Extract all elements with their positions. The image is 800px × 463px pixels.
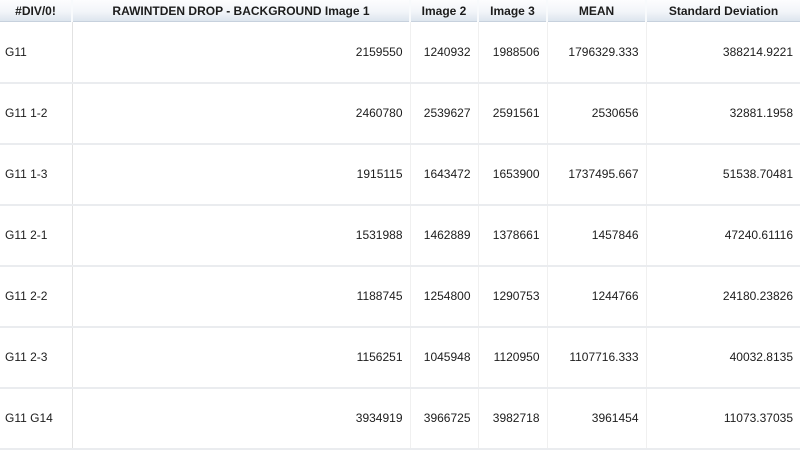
cell-stddev-value: 47240.61116 [724,228,793,242]
cell-mean-value: 1737495.667 [547,143,647,205]
cell-stddev-value: 51538.70481 [722,167,793,181]
cell-image1-value: 3934919 [72,387,411,449]
row-label: G11 G14 [0,387,73,449]
cell-image1-value: 1915115 [72,143,411,205]
cell-image1-value: 1531988 [72,204,411,266]
cell-mean-value: 2530656 [547,82,647,144]
table-row[interactable]: G11 2-1 1531988 1462889 1378661 1457846 … [0,204,800,266]
data-table: #DIV/0! RAWINTDEN DROP - BACKGROUND Imag… [0,0,800,449]
cell-mean-value: 1107716.333 [547,326,647,388]
cell-image2-value: 3966725 [410,387,479,449]
cell-stddev-value: 11073.37035 [723,411,793,425]
row-label: G11 2-2 [0,265,73,327]
table-row[interactable]: G11 1-3 1915115 1643472 1653900 1737495.… [0,143,800,205]
cell-image3-value: 1120950 [478,326,548,388]
cell-image2-value: 1643472 [410,143,479,205]
cell-image3-value: 2591561 [478,82,548,144]
table-row[interactable]: G11 1-2 2460780 2539627 2591561 2530656 … [0,82,800,144]
cell-mean-value: 1796329.333 [547,21,647,83]
row-label: G11 2-1 [0,204,73,266]
cell-image2-value: 1240932 [410,21,479,83]
col-header-div0[interactable]: #DIV/0! [0,0,73,22]
row-label: G11 2-3 [0,326,73,388]
col-header-image2[interactable]: Image 2 [410,0,479,22]
col-header-rawintden[interactable]: RAWINTDEN DROP - BACKGROUND Image 1 [72,0,411,22]
cell-image1-value: 2460780 [72,82,411,144]
table-header: #DIV/0! RAWINTDEN DROP - BACKGROUND Imag… [0,0,800,22]
row-label: G11 1-2 [0,82,73,144]
row-label: G11 1-3 [0,143,73,205]
cell-image1-value: 2159550 [72,21,411,83]
cell-mean-value: 1457846 [547,204,647,266]
table-row[interactable]: G11 G14 3934919 3966725 3982718 3961454 … [0,387,800,449]
table-body: G11 2159550 1240932 1988506 1796329.333 … [0,21,800,449]
cell-image3-value: 1988506 [478,21,548,83]
cell-mean-value: 1244766 [547,265,647,327]
cell-image2-value: 1045948 [410,326,479,388]
col-header-mean[interactable]: MEAN [547,0,647,22]
cell-image2-value: 1462889 [410,204,479,266]
cell-mean-value: 3961454 [547,387,647,449]
table-row[interactable]: G11 2-2 1188745 1254800 1290753 1244766 … [0,265,800,327]
cell-image3-value: 1653900 [478,143,548,205]
cell-image3-value: 1378661 [478,204,548,266]
col-header-image3[interactable]: Image 3 [478,0,548,22]
cell-stddev-value: 40032.8135 [729,350,793,364]
cell-image1-value: 1156251 [72,326,411,388]
table-row[interactable]: G11 2-3 1156251 1045948 1120950 1107716.… [0,326,800,388]
table-row[interactable]: G11 2159550 1240932 1988506 1796329.333 … [0,21,800,83]
cell-image3-value: 1290753 [478,265,548,327]
col-header-stddev[interactable]: Standard Deviation [646,0,800,22]
cell-stddev-value: 24180.23826 [722,289,793,303]
header-row: #DIV/0! RAWINTDEN DROP - BACKGROUND Imag… [0,0,800,22]
cell-stddev-value: 388214.9221 [722,44,793,59]
cell-image1-value: 1188745 [72,265,411,327]
cell-image3-value: 3982718 [478,387,548,449]
row-label: G11 [0,21,73,83]
cell-image2-value: 2539627 [410,82,479,144]
cell-image2-value: 1254800 [410,265,479,327]
cell-stddev-value: 32881.1958 [729,106,793,120]
